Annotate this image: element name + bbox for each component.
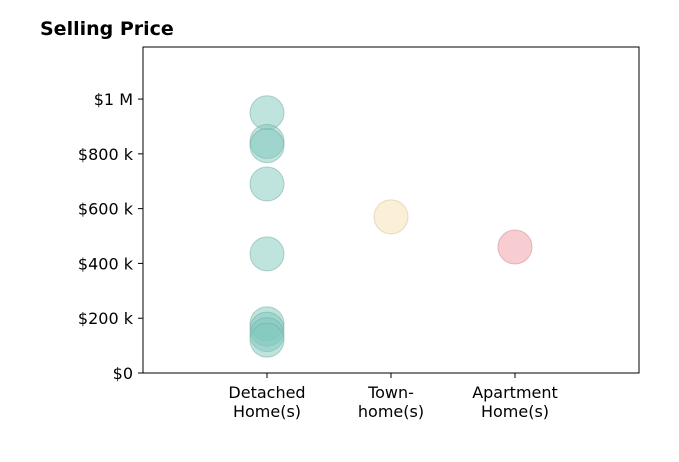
x-tick-label-townhome: Town-home(s) bbox=[358, 383, 424, 421]
y-tick-label: $800 k bbox=[78, 145, 134, 164]
x-tick-label-detached: Detached Home(s) bbox=[228, 383, 305, 421]
x-tick-label-apartment: Apartment Home(s) bbox=[472, 383, 558, 421]
y-tick-label: $400 k bbox=[78, 254, 134, 273]
x-tick-label-line: home(s) bbox=[358, 402, 424, 421]
chart-title: Selling Price bbox=[40, 18, 174, 40]
data-point-detached-3 bbox=[249, 166, 285, 202]
y-tick-label: $0 bbox=[113, 364, 133, 383]
y-axis: $0 $200 k $400 k $600 k $800 k $1 M bbox=[78, 90, 143, 383]
x-tick-label-line: Town- bbox=[367, 383, 414, 402]
data-point-apartment-10 bbox=[497, 229, 533, 265]
y-tick-label: $600 k bbox=[78, 200, 134, 219]
y-tick-label: $200 k bbox=[78, 309, 134, 328]
x-axis: Detached Home(s)Town-home(s)Apartment Home… bbox=[228, 373, 558, 421]
data-point-detached-8 bbox=[249, 322, 285, 358]
points-layer bbox=[249, 95, 533, 358]
data-point-detached-4 bbox=[249, 236, 285, 272]
x-tick-label-line: Home(s) bbox=[481, 402, 549, 421]
x-tick-label-line: Home(s) bbox=[233, 402, 301, 421]
data-point-townhome-9 bbox=[373, 199, 409, 235]
x-tick-label-line: Apartment bbox=[472, 383, 558, 402]
y-tick-label: $1 M bbox=[94, 90, 133, 109]
data-point-detached-2 bbox=[249, 128, 285, 164]
x-tick-label-line: Detached bbox=[228, 383, 305, 402]
